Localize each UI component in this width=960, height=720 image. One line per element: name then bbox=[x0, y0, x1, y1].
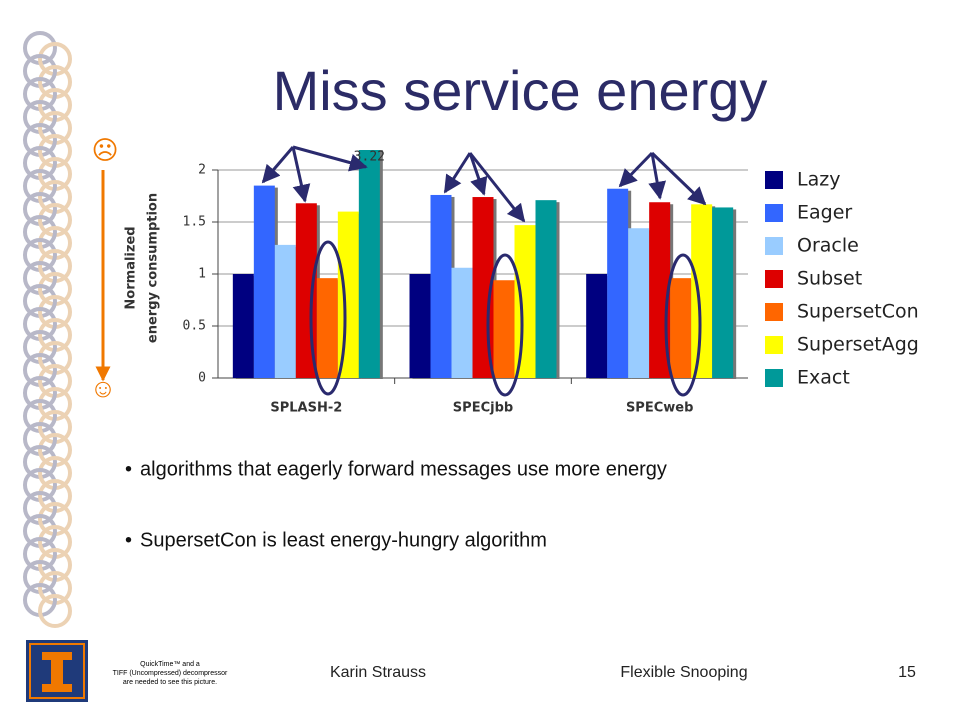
bar bbox=[337, 211, 359, 378]
placeholder: TIFF (Uncompressed) decompressor bbox=[113, 670, 228, 677]
footer-author: Karin Strauss bbox=[330, 664, 426, 681]
bar bbox=[232, 274, 254, 378]
y-tick-label: 0.5 bbox=[183, 319, 206, 334]
bullet: algorithms that eagerly forward messages… bbox=[140, 458, 667, 480]
legend-swatch bbox=[765, 204, 783, 222]
bar bbox=[691, 204, 713, 378]
bar bbox=[628, 228, 650, 378]
legend-label: SupersetCon bbox=[797, 301, 919, 323]
slide-title: Miss service energy bbox=[273, 59, 768, 122]
page-number: 15 bbox=[898, 664, 916, 681]
bar bbox=[253, 185, 275, 378]
legend-label: Oracle bbox=[797, 235, 859, 257]
legend-label: Exact bbox=[797, 367, 850, 389]
annotations bbox=[261, 145, 707, 397]
ring-decoration bbox=[23, 31, 72, 628]
footer-talk: Flexible Snooping bbox=[620, 664, 747, 681]
y-axis-label: Normalized bbox=[124, 226, 139, 309]
bar bbox=[670, 278, 692, 378]
bar bbox=[712, 207, 734, 378]
legend-label: Lazy bbox=[797, 169, 840, 191]
bar bbox=[493, 280, 515, 378]
legend-label: Subset bbox=[797, 268, 862, 290]
bar bbox=[451, 267, 473, 378]
legend-swatch bbox=[765, 303, 783, 321]
bar bbox=[358, 150, 380, 379]
sad-face: ☹ bbox=[91, 135, 118, 165]
legend-swatch bbox=[765, 237, 783, 255]
bar bbox=[409, 274, 431, 378]
bar bbox=[607, 188, 629, 378]
y-axis-label: energy consumption bbox=[146, 193, 161, 343]
bar bbox=[316, 278, 338, 378]
bar bbox=[535, 200, 557, 378]
x-tick-label: SPLASH-2 bbox=[270, 401, 342, 416]
legend-swatch bbox=[765, 270, 783, 288]
x-tick-label: SPECweb bbox=[626, 401, 693, 416]
y-tick-label: 0 bbox=[198, 371, 206, 386]
legend-swatch bbox=[765, 369, 783, 387]
legend-label: Eager bbox=[797, 202, 852, 224]
placeholder: are needed to see this picture. bbox=[123, 679, 217, 686]
data-label: 3.22 bbox=[354, 150, 385, 165]
bar bbox=[514, 225, 536, 378]
bullet-dot: • bbox=[125, 458, 132, 480]
bullet: SupersetCon is least energy-hungry algor… bbox=[140, 529, 547, 551]
ring bbox=[38, 594, 72, 628]
x-tick-label: SPECjbb bbox=[453, 401, 513, 416]
bar bbox=[430, 194, 452, 378]
legend-label: SupersetAgg bbox=[797, 334, 919, 356]
y-tick-label: 2 bbox=[198, 163, 206, 178]
happy-face: ☺ bbox=[90, 373, 117, 403]
logo bbox=[26, 640, 88, 702]
y-tick-label: 1.5 bbox=[183, 215, 206, 230]
bar bbox=[586, 274, 608, 378]
y-tick-label: 1 bbox=[198, 267, 206, 282]
bullet-dot: • bbox=[125, 529, 132, 551]
bar bbox=[274, 244, 296, 378]
legend-swatch bbox=[765, 171, 783, 189]
placeholder: QuickTime™ and a bbox=[140, 661, 200, 668]
legend-swatch bbox=[765, 336, 783, 354]
